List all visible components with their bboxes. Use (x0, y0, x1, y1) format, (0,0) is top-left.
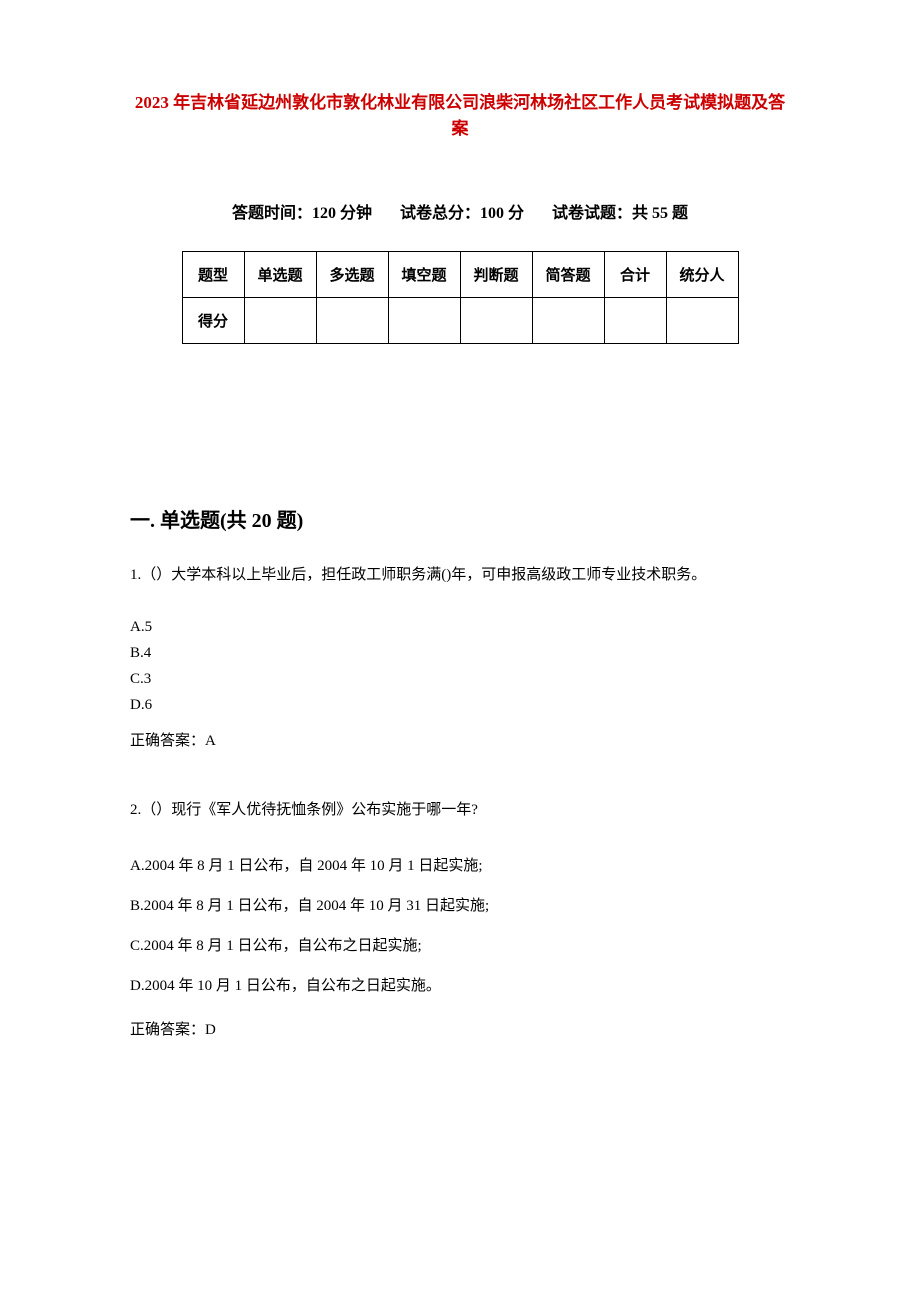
q1-opt-d: D.6 (130, 693, 790, 717)
question-1: 1.（）大学本科以上毕业后，担任政工师职务满()年，可申报高级政工师专业技术职务… (130, 563, 790, 750)
score-cell (388, 298, 460, 344)
score-cell (460, 298, 532, 344)
q2-options: A.2004 年 8 月 1 日公布，自 2004 年 10 月 1 日起实施;… (130, 854, 790, 998)
q1-opt-a: A.5 (130, 615, 790, 639)
col-single: 单选题 (244, 252, 316, 298)
score-cell (244, 298, 316, 344)
score-cell (666, 298, 738, 344)
score-cell (532, 298, 604, 344)
q1-answer: 正确答案：A (130, 729, 790, 750)
col-type: 题型 (182, 252, 244, 298)
score-cell (604, 298, 666, 344)
time-label: 答题时间：120 分钟 (232, 205, 372, 222)
q2-opt-a: A.2004 年 8 月 1 日公布，自 2004 年 10 月 1 日起实施; (130, 854, 790, 878)
q2-text: 2.（）现行《军人优待抚恤条例》公布实施于哪一年? (130, 798, 790, 822)
col-total: 合计 (604, 252, 666, 298)
q1-opt-c: C.3 (130, 667, 790, 691)
col-judge: 判断题 (460, 252, 532, 298)
col-fill: 填空题 (388, 252, 460, 298)
col-short: 简答题 (532, 252, 604, 298)
col-scorer: 统分人 (666, 252, 738, 298)
score-table: 题型 单选题 多选题 填空题 判断题 简答题 合计 统分人 得分 (182, 251, 739, 344)
total-score-label: 试卷总分：100 分 (400, 205, 524, 222)
exam-meta: 答题时间：120 分钟 试卷总分：100 分 试卷试题：共 55 题 (130, 199, 790, 223)
table-score-row: 得分 (182, 298, 738, 344)
q2-opt-d: D.2004 年 10 月 1 日公布，自公布之日起实施。 (130, 974, 790, 998)
score-label-cell: 得分 (182, 298, 244, 344)
q1-opt-b: B.4 (130, 641, 790, 665)
question-count-label: 试卷试题：共 55 题 (552, 205, 688, 222)
exam-title: 2023 年吉林省延边州敦化市敦化林业有限公司浪柴河林场社区工作人员考试模拟题及… (130, 90, 790, 141)
section-1-header: 一. 单选题(共 20 题) (130, 504, 790, 533)
q1-options: A.5 B.4 C.3 D.6 (130, 615, 790, 717)
q2-opt-c: C.2004 年 8 月 1 日公布，自公布之日起实施; (130, 934, 790, 958)
q2-opt-b: B.2004 年 8 月 1 日公布，自 2004 年 10 月 31 日起实施… (130, 894, 790, 918)
col-multi: 多选题 (316, 252, 388, 298)
q1-text: 1.（）大学本科以上毕业后，担任政工师职务满()年，可申报高级政工师专业技术职务… (130, 563, 790, 587)
question-2: 2.（）现行《军人优待抚恤条例》公布实施于哪一年? A.2004 年 8 月 1… (130, 798, 790, 1039)
score-cell (316, 298, 388, 344)
table-header-row: 题型 单选题 多选题 填空题 判断题 简答题 合计 统分人 (182, 252, 738, 298)
q2-answer: 正确答案：D (130, 1018, 790, 1039)
